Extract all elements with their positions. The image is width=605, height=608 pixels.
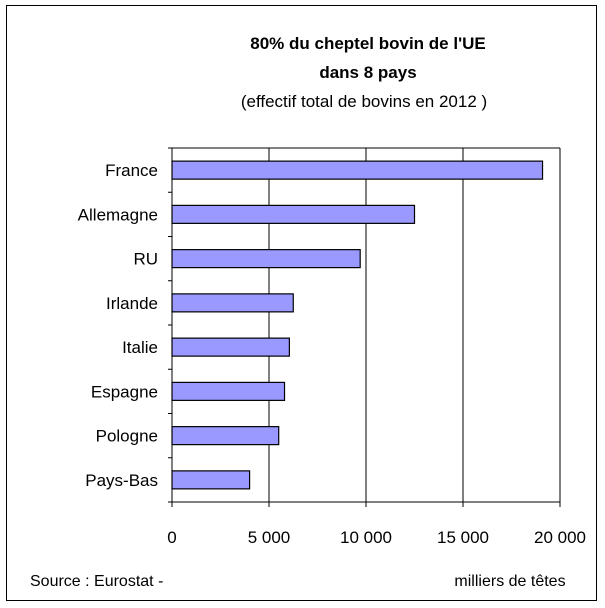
plot-area: France Allemagne RU Irlande Italie Espagne Pol… xyxy=(78,147,586,547)
source-note: Source : Eurostat - xyxy=(30,573,163,590)
y-tick-label: Pologne xyxy=(96,427,158,446)
y-tick-label: Irlande xyxy=(106,294,158,313)
chart-title-line1: 80% du cheptel bovin de l'UE xyxy=(250,34,485,53)
x-tick-label: 10 000 xyxy=(340,528,392,547)
x-tick-label: 20 000 xyxy=(534,528,586,547)
x-axis-label: milliers de têtes xyxy=(454,573,565,590)
chart-subtitle: (effectif total de bovins en 2012 ) xyxy=(241,92,487,111)
y-tick-label: Espagne xyxy=(91,382,158,401)
bar-pays-bas xyxy=(171,470,251,490)
y-tick-label: France xyxy=(105,161,158,180)
bar-france xyxy=(171,160,544,180)
bar-italie xyxy=(171,337,290,357)
bar-pologne xyxy=(171,426,280,446)
bar-ru xyxy=(171,249,361,269)
x-tick-label: 0 xyxy=(167,528,176,547)
bar-allemagne xyxy=(171,204,416,224)
chart-title-line2: dans 8 pays xyxy=(319,63,416,82)
y-tick-label: Italie xyxy=(122,338,158,357)
bar-irlande xyxy=(171,293,294,313)
bar-espagne xyxy=(171,381,286,401)
y-tick-label: RU xyxy=(133,250,158,269)
y-tick-label: Pays-Bas xyxy=(85,471,158,490)
y-tick-label: Allemagne xyxy=(78,205,158,224)
x-tick-label: 5 000 xyxy=(248,528,291,547)
x-tick-label: 15 000 xyxy=(437,528,489,547)
